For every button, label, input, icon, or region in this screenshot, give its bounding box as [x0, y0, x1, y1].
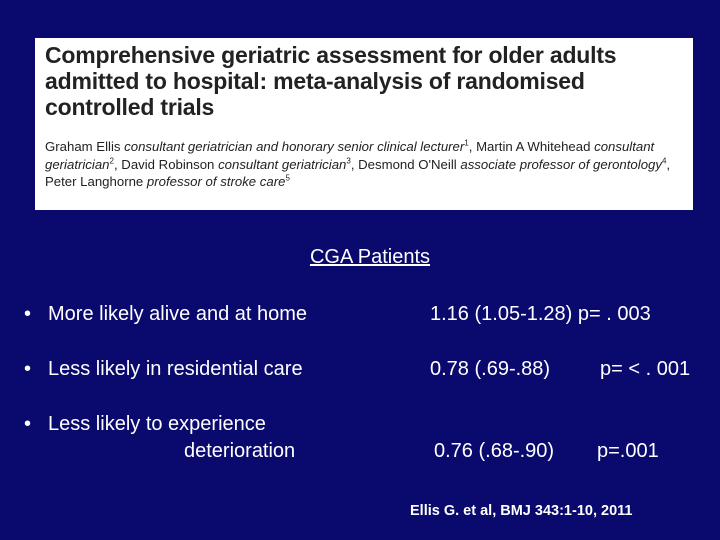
author-3-role: consultant geriatrician [218, 156, 347, 172]
result-ci: 0.78 (.69-.88) [430, 358, 551, 380]
citation: Ellis G. et al, BMJ 343:1-10, 2011 [410, 503, 633, 519]
result-ci: 0.76 (.68-.90) [434, 440, 555, 462]
author-2-sup: 2 [109, 156, 114, 166]
paper-authors: Graham Ellis consultant geriatrician and… [45, 138, 671, 189]
result-p-value: p= < . 001 [600, 358, 691, 380]
author-4-name: Desmond O'Neill [358, 156, 457, 172]
author-1-name: Graham Ellis [45, 139, 121, 154]
result-label: More likely alive and at home [48, 303, 308, 325]
author-4-role: associate professor of gerontology [460, 156, 662, 172]
section-heading: CGA Patients [309, 246, 431, 268]
author-2-role: consultant geriatrician [45, 139, 655, 172]
result-value: 1.16 (1.05-1.28) p= . 003 [430, 303, 651, 325]
author-2-name: Martin A Whitehead [476, 139, 591, 154]
paper-title-line-2: admitted to hospital: meta-analysis of r… [45, 68, 585, 94]
result-label: Less likely in residential care [48, 358, 303, 380]
result-p-value: p=.001 [597, 440, 659, 462]
author-5-role: professor of stroke care [146, 174, 286, 189]
bullet: • [24, 303, 32, 325]
author-1-role: consultant geriatrician and honorary sen… [124, 139, 465, 154]
author-4-sup: 4 [661, 156, 667, 166]
author-5-sup: 5 [285, 173, 290, 183]
paper-title-line-1: Comprehensive geriatric assessment for o… [45, 42, 617, 68]
result-label-line-1: Less likely to experience [48, 413, 266, 435]
author-3-name: David Robinson [121, 156, 215, 172]
bullet: • [24, 413, 32, 435]
result-label-line-2: deterioration [184, 440, 296, 462]
bullet: • [24, 358, 32, 380]
paper-header-image: Comprehensive geriatric assessment for o… [35, 38, 693, 210]
author-3-sup: 3 [346, 156, 351, 166]
author-1-sup: 1 [464, 138, 469, 148]
paper-title: Comprehensive geriatric assessment for o… [45, 42, 683, 120]
paper-title-line-3: controlled trials [45, 94, 215, 120]
author-5-name: Peter Langhorne [45, 174, 144, 189]
